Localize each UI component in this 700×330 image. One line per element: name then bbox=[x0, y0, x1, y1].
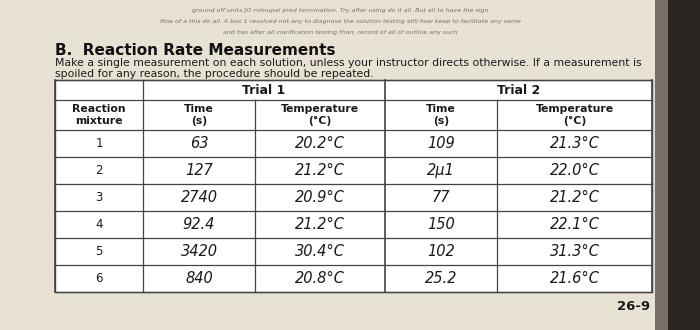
Text: 20.8°C: 20.8°C bbox=[295, 271, 345, 286]
Bar bbox=[55, 80, 652, 292]
Text: 3: 3 bbox=[95, 191, 103, 204]
Text: spoiled for any reason, the procedure should be repeated.: spoiled for any reason, the procedure sh… bbox=[55, 69, 374, 79]
Text: 21.2°C: 21.2°C bbox=[295, 163, 345, 178]
Text: 21.2°C: 21.2°C bbox=[550, 190, 599, 205]
Text: Time
(s): Time (s) bbox=[184, 104, 214, 126]
Text: 840: 840 bbox=[185, 271, 213, 286]
Text: Temperature
(°C): Temperature (°C) bbox=[281, 104, 359, 126]
Text: ground off units JO milnupal pred termination. Try after using do it all. But al: ground off units JO milnupal pred termin… bbox=[192, 8, 489, 13]
Text: Reaction
mixture: Reaction mixture bbox=[72, 104, 126, 126]
Text: flow of a this do all. A box 1 resolved not any to diagnose the solution testing: flow of a this do all. A box 1 resolved … bbox=[160, 19, 520, 24]
Text: 20.2°C: 20.2°C bbox=[295, 136, 345, 151]
Text: 26-9: 26-9 bbox=[617, 300, 650, 313]
Text: 6: 6 bbox=[95, 272, 103, 285]
Text: 4: 4 bbox=[95, 218, 103, 231]
Text: 3420: 3420 bbox=[181, 244, 218, 259]
Text: 30.4°C: 30.4°C bbox=[295, 244, 345, 259]
Text: 21.3°C: 21.3°C bbox=[550, 136, 599, 151]
Text: 5: 5 bbox=[95, 245, 103, 258]
Text: Make a single measurement on each solution, unless your instructor directs other: Make a single measurement on each soluti… bbox=[55, 58, 642, 68]
Text: 31.3°C: 31.3°C bbox=[550, 244, 599, 259]
Text: 22.1°C: 22.1°C bbox=[550, 217, 599, 232]
Text: 22.0°C: 22.0°C bbox=[550, 163, 599, 178]
Bar bbox=[668, 0, 700, 330]
Text: 1: 1 bbox=[95, 137, 103, 150]
Text: Temperature
(°C): Temperature (°C) bbox=[536, 104, 614, 126]
Text: 92.4: 92.4 bbox=[183, 217, 215, 232]
Text: 2740: 2740 bbox=[181, 190, 218, 205]
Text: 150: 150 bbox=[427, 217, 455, 232]
Text: and has after all clarification testing than, record of all of outline any such: and has after all clarification testing … bbox=[223, 30, 457, 35]
Text: 21.6°C: 21.6°C bbox=[550, 271, 599, 286]
Text: Time
(s): Time (s) bbox=[426, 104, 456, 126]
Text: 2: 2 bbox=[95, 164, 103, 177]
Text: 109: 109 bbox=[427, 136, 455, 151]
Text: Trial 2: Trial 2 bbox=[497, 83, 540, 96]
Text: 25.2: 25.2 bbox=[425, 271, 457, 286]
Text: Trial 1: Trial 1 bbox=[242, 83, 286, 96]
Text: 77: 77 bbox=[432, 190, 450, 205]
Bar bbox=[655, 0, 670, 330]
Text: 63: 63 bbox=[190, 136, 209, 151]
Text: 102: 102 bbox=[427, 244, 455, 259]
Text: 21.2°C: 21.2°C bbox=[295, 217, 345, 232]
Text: B.  Reaction Rate Measurements: B. Reaction Rate Measurements bbox=[55, 43, 335, 58]
Text: 127: 127 bbox=[185, 163, 213, 178]
Text: 20.9°C: 20.9°C bbox=[295, 190, 345, 205]
Text: 2μ1: 2μ1 bbox=[427, 163, 455, 178]
